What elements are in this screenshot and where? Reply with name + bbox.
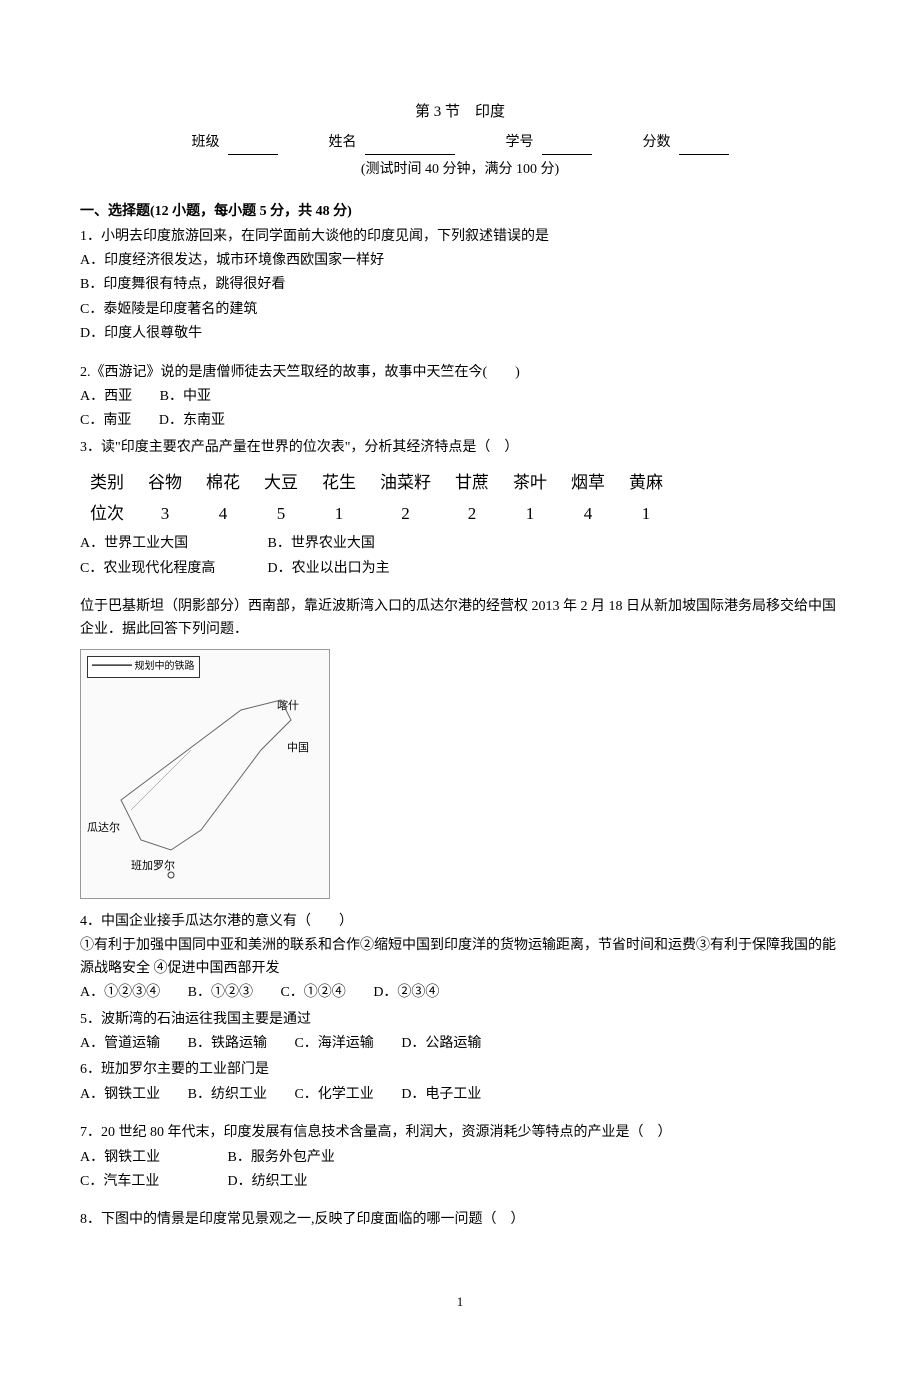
table-val: 4 [559,498,617,529]
q4-opt-d: D．②③④ [373,982,439,1004]
section-1-title: 一、选择题(12 小题，每小题 5 分，共 48 分) [80,201,840,223]
table-col: 油菜籽 [368,467,443,498]
q1-opt-a: A．印度经济很发达，城市环境像西欧国家一样好 [80,250,840,272]
class-blank [228,138,278,155]
q1-stem: 1．小明去印度旅游回来，在同学面前大谈他的印度见闻，下列叙述错误的是 [80,226,840,248]
table-col: 茶叶 [501,467,559,498]
q2-opt-c: C．南亚 [80,410,131,432]
q6-stem: 6．班加罗尔主要的工业部门是 [80,1059,840,1081]
q3-opt-d: D．农业以出口为主 [268,558,390,580]
table-val: 3 [136,498,194,529]
table-col: 大豆 [252,467,310,498]
q2-stem: 2.《西游记》说的是唐僧师徒去天竺取经的故事，故事中天竺在今( ) [80,362,840,384]
q1-opt-d: D．印度人很尊敬牛 [80,323,840,345]
q3-stem: 3．读"印度主要农产品产量在世界的位次表"，分析其经济特点是（ ） [80,437,840,459]
q3-opt-c: C．农业现代化程度高 [80,558,240,580]
q5-opt-c: C．海洋运输 [294,1033,373,1055]
table-val: 1 [310,498,368,529]
id-blank [542,138,592,155]
q4-opt-b: B．①②③ [188,982,253,1004]
q7-stem: 7．20 世纪 80 年代末，印度发展有信息技术含量高，利润大，资源消耗少等特点… [80,1122,840,1144]
lesson-title: 第 3 节 印度 [415,104,505,120]
table-header-label: 类别 [90,467,136,498]
score-blank [679,138,729,155]
table-val: 1 [501,498,559,529]
table-col: 甘蔗 [443,467,501,498]
q2-opt-b: B．中亚 [160,386,211,408]
q5-opt-d: D．公路运输 [401,1033,481,1055]
q7-opt-c: C．汽车工业 [80,1171,200,1193]
score-label: 分数 [643,135,671,150]
q3-opt-b: B．世界农业大国 [268,533,375,555]
crop-rank-table: 类别 谷物 棉花 大豆 花生 油菜籽 甘蔗 茶叶 烟草 黄麻 位次 3 4 5 … [90,467,840,529]
name-label: 姓名 [329,135,357,150]
q5-opt-b: B．铁路运输 [188,1033,267,1055]
q6-opt-c: C．化学工业 [294,1084,373,1106]
q2-opt-d: D．东南亚 [159,410,225,432]
table-col: 棉花 [194,467,252,498]
test-info: (测试时间 40 分钟，满分 100 分) [80,159,840,181]
table-col: 黄麻 [617,467,675,498]
table-col: 烟草 [559,467,617,498]
table-val: 1 [617,498,675,529]
q5-opt-a: A．管道运输 [80,1033,160,1055]
table-val: 4 [194,498,252,529]
table-col: 谷物 [136,467,194,498]
class-label: 班级 [192,135,220,150]
q2-opt-a: A．西亚 [80,386,132,408]
q1-opt-c: C．泰姬陵是印度著名的建筑 [80,299,840,321]
q7-opt-b: B．服务外包产业 [228,1147,335,1169]
passage-gwadar: 位于巴基斯坦（阴影部分）西南部，靠近波斯湾入口的瓜达尔港的经营权 2013 年 … [80,596,840,641]
q3-opt-a: A．世界工业大国 [80,533,240,555]
q5-stem: 5．波斯湾的石油运往我国主要是通过 [80,1009,840,1031]
name-blank [365,138,455,155]
q4-stem: 4．中国企业接手瓜达尔港的意义有（ ） [80,911,840,933]
q6-opt-a: A．钢铁工业 [80,1084,160,1106]
id-label: 学号 [506,135,534,150]
table-row-label: 位次 [90,498,136,529]
q4-opt-a: A．①②③④ [80,982,160,1004]
q1-opt-b: B．印度舞很有特点，跳得很好看 [80,274,840,296]
q6-opt-b: B．纺织工业 [188,1084,267,1106]
map-image: ━━━━ 规划中的铁路 喀什 中国 瓜达尔 班加罗尔 [80,649,330,899]
page-number: 1 [80,1292,840,1313]
table-val: 5 [252,498,310,529]
q6-opt-d: D．电子工业 [401,1084,481,1106]
q7-opt-d: D．纺织工业 [228,1171,308,1193]
q7-opt-a: A．钢铁工业 [80,1147,200,1169]
q4-opt-c: C．①②④ [280,982,345,1004]
table-col: 花生 [310,467,368,498]
student-info-line: 班级 姓名 学号 分数 [80,132,840,154]
table-val: 2 [443,498,501,529]
q8-stem: 8．下图中的情景是印度常见景观之一,反映了印度面临的哪一问题（ ） [80,1209,840,1231]
q4-sub: ①有利于加强中国同中亚和美洲的联系和合作②缩短中国到印度洋的货物运输距离，节省时… [80,935,840,980]
table-val: 2 [368,498,443,529]
